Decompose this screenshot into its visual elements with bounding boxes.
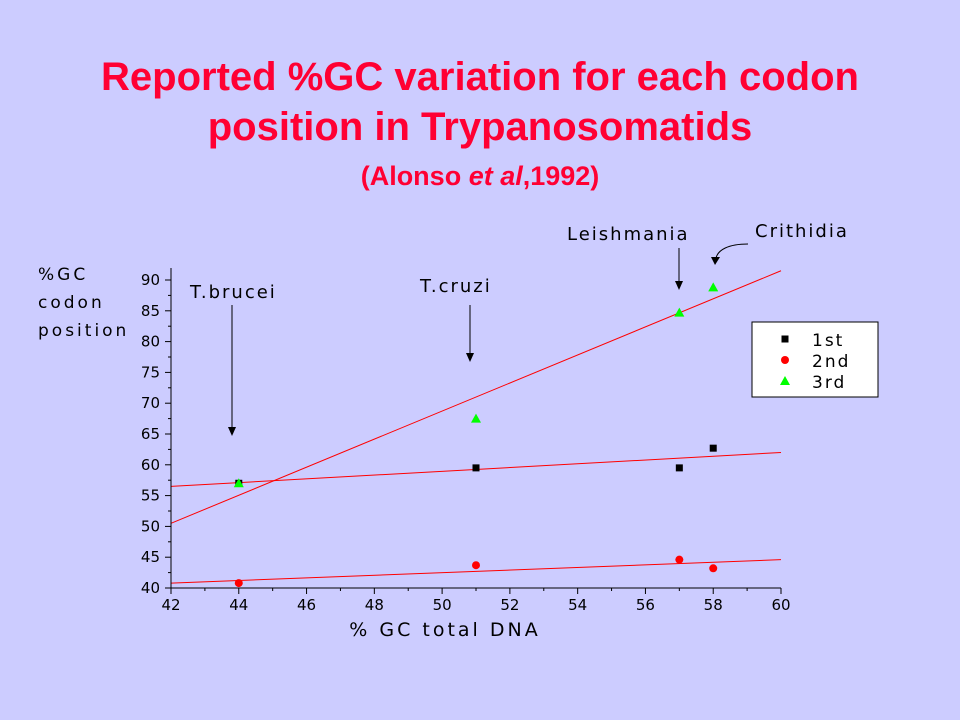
annotation-label: Leishmania <box>567 224 690 245</box>
annotation-arrowhead <box>466 353 474 362</box>
y-tick-label: 60 <box>141 456 160 474</box>
data-point-3rd <box>233 478 244 488</box>
annotation-label: Crithidia <box>755 221 849 242</box>
slide-title: Reported %GC variation for each codon po… <box>0 52 960 194</box>
y-tick-label: 55 <box>141 487 160 505</box>
data-point-2nd <box>709 564 718 573</box>
title-line-1: Reported %GC variation for each codon <box>101 55 859 99</box>
fit-lines <box>170 270 782 584</box>
x-tick-label: 44 <box>229 596 248 614</box>
y-tick-label: 65 <box>141 425 160 443</box>
data-point-3rd <box>471 413 481 423</box>
data-points <box>233 282 719 588</box>
y-tick-label: 70 <box>141 394 160 412</box>
y-tick-label: 80 <box>141 333 160 351</box>
y-axis-title-line-3: position <box>38 321 129 341</box>
y-axis-title-line-1: %GC <box>38 265 88 285</box>
citation-prefix: (Alonso <box>360 161 469 191</box>
data-point-3rd <box>674 307 685 317</box>
annotation-label: T.brucei <box>189 282 277 303</box>
y-tick-label: 90 <box>141 271 160 289</box>
data-point-2nd <box>472 561 480 570</box>
x-tick-label: 52 <box>500 596 519 614</box>
x-tick-label: 56 <box>636 596 655 614</box>
data-point-1st <box>709 444 717 452</box>
annotation-arrowhead <box>711 257 720 265</box>
citation: (Alonso et al,1992) <box>0 158 960 194</box>
tick-labels: 42 44 46 48 50 52 54 56 58 60 40 45 50 55 60 65 70 75 80 85… <box>141 271 791 614</box>
x-tick-label: 48 <box>365 596 384 614</box>
annotation-label: T.cruzi <box>419 276 492 297</box>
x-tick-label: 46 <box>297 596 316 614</box>
legend-label-1st: 1st <box>812 331 844 351</box>
data-point-3rd <box>708 282 719 292</box>
y-tick-label: 50 <box>141 517 160 535</box>
y-tick-label: 45 <box>141 548 160 566</box>
x-tick-label: 58 <box>704 596 723 614</box>
citation-suffix: ,1992) <box>522 161 600 191</box>
legend-label-3rd: 3rd <box>812 373 846 393</box>
axes <box>170 268 781 589</box>
legend-marker-2nd <box>781 356 789 364</box>
y-tick-label: 40 <box>141 579 160 597</box>
legend-marker-1st <box>781 335 789 343</box>
data-point-2nd <box>675 555 684 564</box>
legend-label-2nd: 2nd <box>812 352 850 372</box>
x-tick-label: 60 <box>771 596 790 614</box>
citation-italic: et al <box>468 161 523 191</box>
legend-box <box>751 321 879 398</box>
annotations: T.brucei T.cruzi Leishmania Crithidia <box>189 221 849 436</box>
x-tick-label: 54 <box>568 596 587 614</box>
x-tick-label: 50 <box>433 596 452 614</box>
annotation-arrowhead <box>228 427 236 436</box>
data-point-1st <box>472 464 480 472</box>
legend-marker-3rd <box>780 376 790 385</box>
x-tick-label: 42 <box>161 596 180 614</box>
annotation-arrow-curve <box>715 243 749 259</box>
ticks <box>165 279 782 594</box>
x-axis-title: % GC total DNA <box>349 619 540 641</box>
y-tick-label: 75 <box>141 363 160 381</box>
y-axis-title-line-2: codon <box>38 293 105 313</box>
data-point-1st <box>675 464 683 472</box>
y-tick-label: 85 <box>141 302 160 320</box>
data-point-2nd <box>234 579 243 588</box>
title-line-2: position in Trypanosomatids <box>207 105 753 149</box>
annotation-arrowhead <box>675 281 683 290</box>
fit-line-3rd <box>170 270 782 524</box>
